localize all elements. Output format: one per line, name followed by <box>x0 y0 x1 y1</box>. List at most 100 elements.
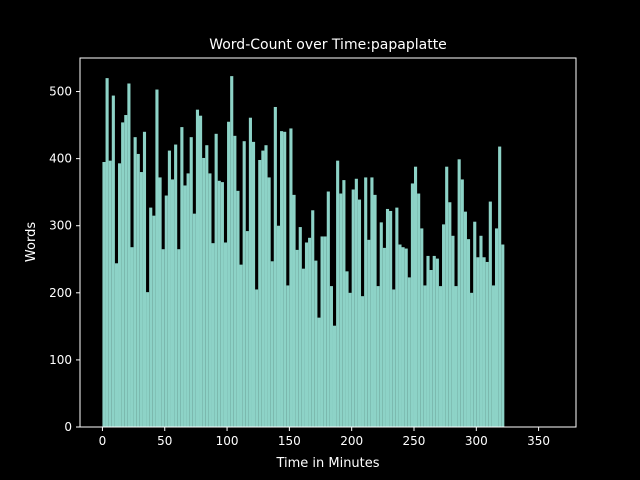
x-tick-label: 250 <box>403 434 426 448</box>
bar <box>233 135 237 428</box>
bar <box>301 268 305 427</box>
bar <box>407 277 411 427</box>
bar <box>379 222 383 427</box>
bar <box>180 127 184 427</box>
y-tick-label: 100 <box>49 353 72 367</box>
bar <box>385 208 390 427</box>
bar <box>420 228 424 427</box>
bar <box>205 145 209 427</box>
bar <box>413 166 418 428</box>
y-tick-label: 300 <box>49 219 72 233</box>
bar <box>395 207 399 427</box>
bar <box>239 264 243 427</box>
bar <box>351 189 355 427</box>
bar <box>270 261 274 427</box>
bar <box>236 190 240 427</box>
bar <box>280 131 284 427</box>
bar <box>354 178 358 427</box>
bar <box>208 173 212 427</box>
bar <box>417 193 421 427</box>
y-tick-label: 0 <box>64 420 72 434</box>
bar <box>295 249 299 427</box>
bar <box>251 141 256 427</box>
bar <box>170 179 175 427</box>
bar <box>158 177 162 427</box>
bar <box>255 289 259 427</box>
bar <box>448 202 452 427</box>
bar <box>463 211 467 427</box>
bar <box>367 239 371 427</box>
bar <box>189 137 193 427</box>
bar <box>454 286 458 427</box>
bar <box>220 182 224 427</box>
bar <box>273 106 277 427</box>
bar <box>460 179 464 427</box>
bar <box>314 260 318 427</box>
bar <box>245 231 249 427</box>
bar <box>121 122 125 427</box>
bar <box>445 166 449 428</box>
bar <box>155 89 159 428</box>
bar <box>488 201 492 427</box>
bar <box>149 207 153 427</box>
bar <box>410 183 414 427</box>
bar <box>161 249 165 427</box>
bar <box>342 180 346 427</box>
bars-group <box>102 76 505 428</box>
bar <box>451 235 455 427</box>
bar <box>242 141 246 427</box>
bar <box>267 177 271 427</box>
bar <box>336 160 340 427</box>
bar <box>142 131 147 428</box>
bar <box>114 263 119 427</box>
bar <box>470 292 474 427</box>
bar <box>429 270 433 427</box>
bar <box>261 150 265 427</box>
bar <box>457 159 461 428</box>
bar <box>258 159 262 427</box>
bar <box>223 242 228 427</box>
bar <box>227 121 231 428</box>
x-axis-label: Time in Minutes <box>275 456 379 471</box>
bar <box>370 177 374 427</box>
bar <box>211 243 215 427</box>
bar <box>435 258 439 427</box>
bar <box>348 292 352 427</box>
bar <box>308 237 312 427</box>
x-tick-label: 350 <box>527 434 550 448</box>
bar <box>423 285 427 427</box>
bar <box>339 193 343 427</box>
bar <box>401 247 405 427</box>
bar <box>286 285 290 427</box>
bar <box>177 249 181 427</box>
bar <box>186 173 190 427</box>
bar <box>438 286 443 427</box>
bar <box>292 194 296 427</box>
bar <box>118 163 122 427</box>
bar <box>152 215 156 427</box>
bar <box>146 292 150 427</box>
bar <box>164 195 168 427</box>
bar <box>124 115 128 427</box>
bar <box>323 236 327 427</box>
bar <box>230 76 234 427</box>
bar <box>491 285 495 427</box>
bar <box>136 153 140 427</box>
bar <box>276 225 281 427</box>
bar <box>398 244 402 427</box>
bar <box>264 145 268 427</box>
bar <box>485 261 489 427</box>
bar <box>304 242 309 427</box>
bar <box>199 115 203 427</box>
bar <box>345 271 349 427</box>
bar <box>482 257 486 427</box>
bar <box>311 210 315 427</box>
x-axis-ticks: 0 50 100 150 200 250 300 350 <box>99 427 550 448</box>
bar <box>329 286 333 427</box>
x-tick-label: 0 <box>99 434 107 448</box>
x-tick-label: 200 <box>340 434 363 448</box>
bar <box>127 83 131 428</box>
bar <box>102 161 106 427</box>
bar <box>133 137 137 427</box>
